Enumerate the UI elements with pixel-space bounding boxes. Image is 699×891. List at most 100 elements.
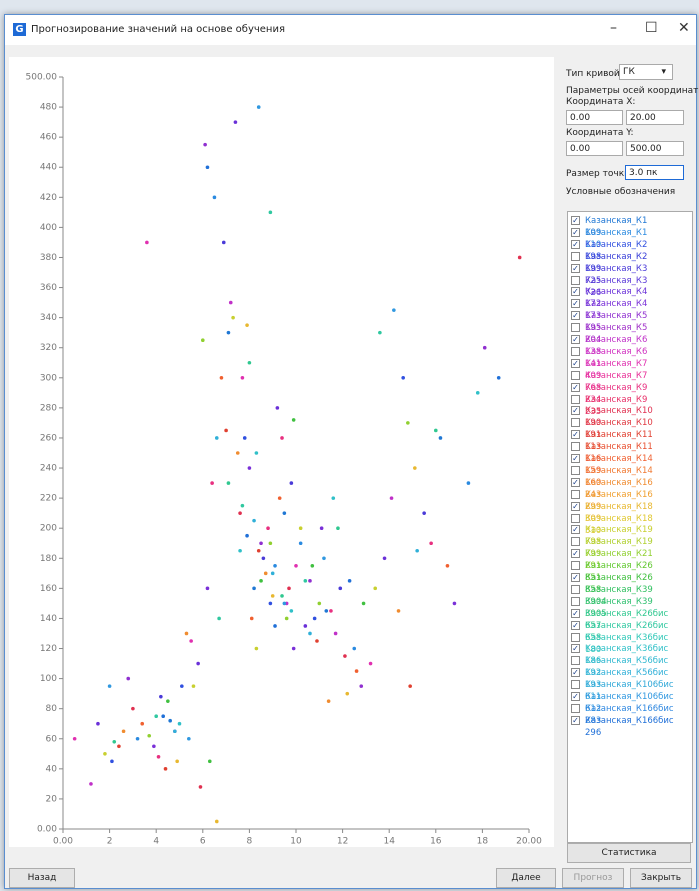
scatter-point: [166, 699, 170, 703]
dropdown-arrow: ▾: [661, 67, 666, 77]
scatter-point: [184, 631, 189, 636]
legend-checkbox[interactable]: ✓: [571, 263, 580, 273]
legend-checkbox[interactable]: [571, 596, 580, 606]
legend-checkbox[interactable]: [571, 680, 580, 690]
legend-checkbox[interactable]: [571, 489, 580, 499]
y-tick-label: 180: [40, 554, 57, 564]
scatter-point: [156, 755, 161, 759]
scatter-point: [226, 330, 231, 335]
back-button[interactable]: Назад: [9, 868, 75, 888]
legend-checkbox[interactable]: [571, 465, 580, 475]
legend-checkbox[interactable]: ✓: [571, 335, 580, 344]
legend-checkbox[interactable]: [571, 513, 580, 523]
legend-checkbox[interactable]: ✓: [571, 358, 580, 368]
legend-checkbox[interactable]: ✓: [571, 668, 580, 678]
legend-checkbox[interactable]: ✓: [571, 311, 580, 321]
legend-checkbox[interactable]: [571, 346, 580, 356]
legend-checkbox[interactable]: ✓: [571, 239, 580, 249]
scatter-point: [329, 609, 333, 613]
legend-checkbox[interactable]: [571, 418, 580, 428]
legend-checkbox[interactable]: ✓: [571, 608, 580, 618]
legend-label: Казанская_К11 116: [585, 442, 653, 465]
legend-label: Казанская_К14 159: [585, 454, 653, 476]
scatter-point: [219, 376, 224, 380]
legend-title: Условные обозначения: [566, 187, 676, 197]
scatter-point: [294, 564, 298, 568]
scatter-point: [322, 556, 326, 561]
x-from-input[interactable]: 0.00: [566, 110, 623, 125]
maximize-button[interactable]: ☐: [645, 20, 658, 36]
scatter-point: [198, 785, 203, 789]
legend-checkbox[interactable]: [571, 275, 580, 285]
legend-label: Казанская_К166бис 296: [585, 715, 674, 738]
close-window-button[interactable]: ✕: [678, 20, 690, 36]
legend-checkbox[interactable]: ✓: [571, 501, 580, 511]
scatter-point: [331, 496, 336, 500]
point-size-input[interactable]: 3.0 пк: [625, 165, 684, 180]
legend-checkbox[interactable]: [571, 656, 580, 666]
scatter-point: [289, 609, 294, 613]
legend-checkbox[interactable]: ✓: [571, 287, 580, 297]
scatter-point: [303, 624, 308, 628]
legend-checkbox[interactable]: ✓: [571, 477, 580, 487]
scatter-point: [280, 594, 284, 598]
stats-button[interactable]: Статистика: [567, 843, 691, 863]
legend-checkbox[interactable]: ✓: [571, 454, 580, 463]
scatter-point: [238, 548, 242, 553]
scatter-point: [240, 376, 245, 380]
legend-checkbox[interactable]: [571, 251, 580, 261]
scatter-point: [354, 669, 359, 673]
scatter-point: [187, 736, 191, 741]
scatter-point: [326, 699, 331, 703]
legend-checkbox[interactable]: [571, 632, 580, 642]
scatter-point: [126, 676, 131, 681]
next-button[interactable]: Далее: [496, 868, 556, 888]
y-to-input[interactable]: 500.00: [626, 141, 684, 156]
curve-type-select[interactable]: ГК ▾: [619, 64, 673, 80]
legend-checkbox[interactable]: ✓: [571, 216, 580, 225]
x-tick-label: 14: [383, 837, 395, 847]
scatter-point: [247, 466, 252, 470]
window-title: Прогнозирование значений на основе обуче…: [31, 24, 285, 35]
legend-label: Казанская_К14 160: [585, 465, 653, 488]
legend-checkbox[interactable]: [571, 703, 580, 713]
title-bar: G Прогнозирование значений на основе обу…: [5, 15, 696, 45]
legend-checkbox[interactable]: ✓: [571, 299, 580, 309]
legend-checkbox[interactable]: ✓: [571, 692, 580, 701]
legend-checkbox[interactable]: ✓: [571, 525, 580, 535]
scatter-point: [240, 503, 245, 508]
legend-checkbox[interactable]: [571, 370, 580, 380]
scatter-point: [140, 721, 145, 726]
close-button[interactable]: Закрыть: [630, 868, 692, 888]
legend-checkbox[interactable]: ✓: [571, 406, 580, 416]
app-icon: G: [13, 23, 26, 36]
forecast-button[interactable]: Прогноз: [562, 868, 624, 888]
scatter-point: [284, 616, 289, 621]
scatter-point: [361, 601, 366, 606]
y-from-input[interactable]: 0.00: [566, 141, 623, 156]
minimize-button[interactable]: –: [610, 20, 617, 36]
y-tick-label: 160: [40, 584, 57, 594]
scatter-point: [298, 526, 303, 530]
legend-label: Казанская_К1 109: [585, 216, 648, 238]
legend-checkbox[interactable]: ✓: [571, 620, 580, 630]
legend-checkbox[interactable]: ✓: [571, 430, 580, 440]
scatter-point: [224, 428, 228, 433]
legend-checkbox[interactable]: [571, 537, 580, 547]
legend-label: Казанская_К106бис 611: [585, 680, 674, 703]
axes-params-label: Параметры осей координат: [566, 86, 699, 96]
y-tick-label: 280: [40, 403, 57, 413]
legend-checkbox[interactable]: ✓: [571, 382, 580, 392]
legend-checkbox[interactable]: [571, 442, 580, 452]
legend-checkbox[interactable]: [571, 584, 580, 594]
x-to-input[interactable]: 20.00: [626, 110, 684, 125]
legend-checkbox[interactable]: ✓: [571, 227, 580, 237]
legend-checkbox[interactable]: [571, 561, 580, 571]
legend-label: Казанская_К4 172: [585, 287, 648, 310]
legend-checkbox[interactable]: [571, 323, 580, 333]
legend-checkbox[interactable]: ✓: [571, 644, 580, 654]
legend-checkbox[interactable]: [571, 394, 580, 404]
legend-checkbox[interactable]: ✓: [571, 573, 580, 582]
legend-checkbox[interactable]: ✓: [571, 715, 580, 725]
legend-checkbox[interactable]: ✓: [571, 549, 580, 559]
